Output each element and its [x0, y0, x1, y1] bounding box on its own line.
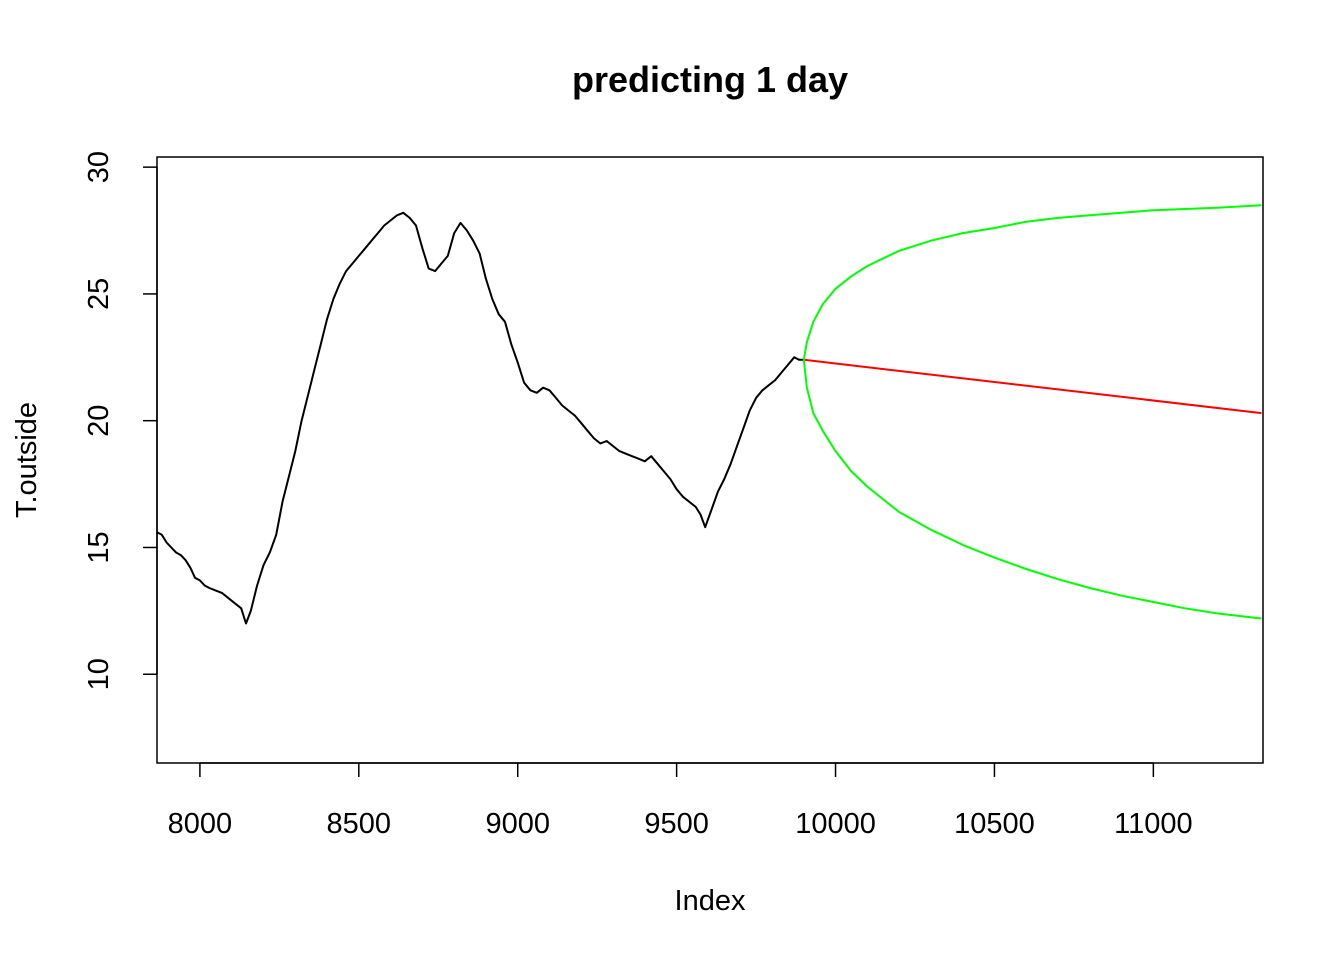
series-layer	[156, 204, 1262, 625]
x-tick-label: 10500	[954, 808, 1035, 840]
x-tick-label: 11000	[1114, 808, 1193, 840]
y-tick-label: 15	[83, 531, 115, 563]
y-axis-label: T.outside	[11, 402, 43, 518]
y-tick-label: 10	[83, 658, 115, 690]
chart-title: predicting 1 day	[572, 59, 848, 100]
y-tick-label: 20	[83, 405, 115, 437]
x-tick-label: 8500	[327, 808, 392, 840]
series-line-2	[803, 358, 1262, 415]
x-tick-label: 9500	[644, 808, 709, 840]
x-tick-label: 10000	[795, 808, 876, 840]
series-line-3	[802, 204, 1262, 360]
series-line-1	[156, 211, 804, 625]
y-axis: 10 15 20 25 30	[83, 151, 158, 690]
series-line-4	[802, 359, 1262, 620]
x-axis: 8000 8500 9000 9500 10000 10500 11000	[168, 762, 1193, 840]
plot-frame	[156, 156, 1264, 764]
x-tick-label: 8000	[168, 808, 233, 840]
y-tick-label: 25	[83, 278, 115, 310]
x-tick-label: 9000	[485, 808, 550, 840]
y-tick-label: 30	[83, 151, 115, 183]
x-axis-label: Index	[675, 885, 746, 917]
